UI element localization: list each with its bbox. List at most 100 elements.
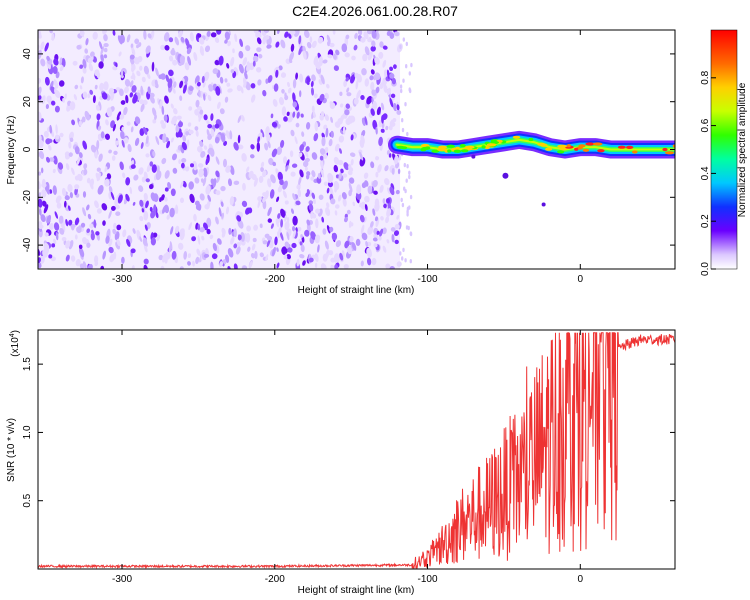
noise-speck: [180, 197, 184, 204]
noise-speck: [125, 193, 130, 202]
noise-speck: [69, 192, 74, 199]
noise-speck: [297, 188, 302, 198]
noise-speck: [138, 185, 144, 192]
noise-speck: [348, 220, 352, 228]
noise-speck: [280, 218, 284, 228]
noise-speck: [108, 149, 112, 154]
noise-speck: [310, 210, 314, 220]
noise-speck: [38, 139, 44, 148]
noise-speck: [74, 184, 80, 190]
noise-speck: [76, 156, 81, 166]
noise-speck: [76, 173, 83, 182]
noise-speck: [313, 198, 316, 205]
noise-speck: [214, 59, 220, 66]
noise-speck: [245, 45, 251, 52]
noise-speck: [192, 160, 198, 171]
noise-speck: [118, 51, 122, 57]
noise-speck: [125, 94, 129, 104]
noise-speck: [267, 75, 273, 83]
noise-speck: [164, 170, 170, 179]
noise-speck: [126, 34, 131, 43]
noise-speck: [137, 55, 143, 63]
noise-speck: [291, 163, 298, 168]
noise-speck: [129, 186, 133, 195]
noise-speck: [396, 110, 402, 115]
noise-speck: [165, 74, 170, 83]
noise-speck: [258, 53, 263, 59]
noise-speck: [281, 106, 287, 116]
noise-speck: [291, 242, 297, 249]
noise-speck: [166, 140, 171, 149]
signal-hotspot: [557, 150, 565, 154]
noise-speck: [174, 225, 180, 234]
noise-speck: [204, 45, 211, 53]
noise-speck: [262, 90, 267, 97]
noise-speck: [383, 84, 388, 93]
noise-speck: [386, 208, 392, 218]
noise-speck: [386, 149, 390, 155]
noise-speck: [106, 107, 113, 117]
noise-speck: [406, 131, 409, 137]
signal-hotspot: [461, 149, 469, 153]
noise-speck: [152, 119, 157, 124]
noise-speck: [329, 101, 334, 107]
noise-speck: [371, 89, 377, 96]
noise-speck: [404, 258, 407, 263]
noise-speck: [86, 204, 90, 211]
noise-speck: [95, 104, 100, 111]
noise-speck: [80, 222, 86, 228]
noise-speck: [50, 256, 56, 262]
noise-speck: [374, 72, 381, 81]
noise-speck: [188, 222, 193, 231]
noise-speck: [380, 216, 384, 221]
noise-speck: [185, 166, 190, 172]
noise-speck: [124, 79, 131, 87]
noise-speck: [227, 88, 233, 93]
noise-speck: [236, 241, 241, 247]
noise-speck: [39, 254, 45, 264]
noise-speck: [82, 237, 88, 245]
noise-speck: [229, 196, 235, 206]
noise-speck: [209, 234, 214, 240]
noise-speck: [176, 115, 182, 120]
noise-speck: [130, 164, 136, 169]
noise-speck: [317, 244, 320, 253]
noise-speck: [346, 87, 350, 93]
noise-speck: [207, 194, 212, 202]
noise-speck: [215, 190, 220, 195]
y-tick-label: 1.0: [22, 425, 33, 439]
signal-hotspot: [662, 147, 668, 152]
noise-speck: [248, 261, 253, 269]
noise-speck: [389, 120, 395, 127]
noise-speck: [315, 208, 321, 214]
noise-speck: [305, 122, 311, 130]
noise-speck: [110, 191, 115, 201]
signal-hotspot: [617, 145, 626, 149]
noise-speck: [335, 49, 340, 56]
noise-speck: [286, 216, 290, 223]
noise-speck: [84, 110, 91, 121]
snr-frame: [37, 329, 676, 570]
noise-speck: [306, 79, 310, 86]
noise-speck: [239, 38, 244, 48]
noise-speck: [103, 47, 108, 53]
noise-speck: [322, 59, 328, 64]
noise-speck: [399, 251, 402, 256]
noise-speck: [264, 35, 270, 40]
noise-speck: [96, 167, 101, 172]
noise-speck: [367, 225, 374, 235]
noise-speck: [276, 247, 279, 252]
noise-speck: [206, 30, 211, 37]
noise-speck: [168, 37, 174, 43]
noise-speck: [68, 152, 73, 157]
noise-speck: [187, 261, 191, 266]
signal-hotspot: [540, 143, 548, 147]
noise-speck: [50, 100, 56, 106]
noise-speck: [40, 41, 45, 50]
noise-speck: [67, 184, 73, 193]
noise-speck: [210, 32, 217, 38]
noise-speck: [220, 133, 226, 143]
noise-speck: [240, 86, 244, 94]
noise-speck: [95, 231, 100, 236]
noise-speck: [87, 213, 92, 220]
